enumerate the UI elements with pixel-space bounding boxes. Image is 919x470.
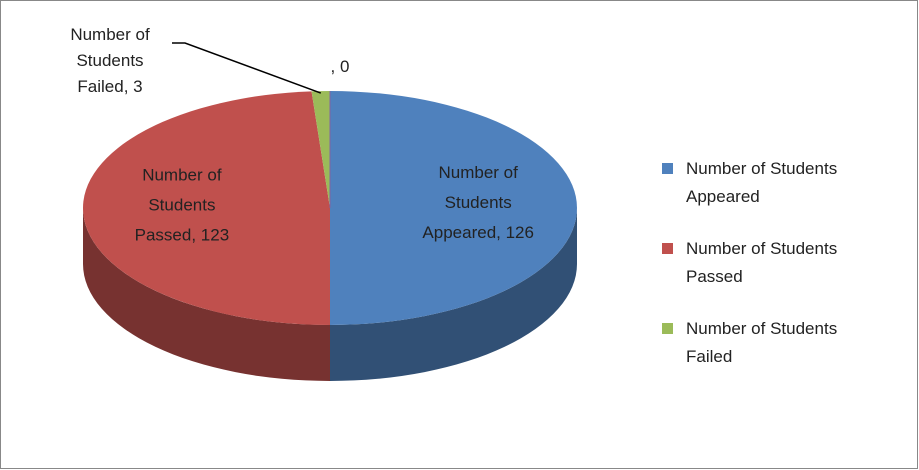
data-label: Number of Students Passed, 123	[135, 166, 230, 245]
slice	[311, 91, 330, 208]
slice	[82, 91, 331, 326]
slice	[330, 91, 577, 325]
legend-swatch	[662, 243, 673, 254]
legend-label: Number of Students Passed	[686, 239, 837, 286]
data-label: Number of Students Failed, 3	[70, 25, 150, 96]
slice-side	[330, 208, 577, 381]
slice-side	[83, 208, 330, 381]
legend: Number of Students Appeared Number of Stud…	[662, 159, 837, 366]
leader-line	[172, 42, 322, 94]
legend-label: Number of Students Appeared	[686, 159, 837, 206]
data-label: , 0	[331, 57, 350, 76]
pie	[82, 91, 577, 381]
legend-label: Number of Students Failed	[686, 319, 837, 366]
data-labels: Number of Students Appeared, 126 Number of S…	[70, 25, 534, 245]
legend-swatch	[662, 323, 673, 334]
legend-swatch	[662, 163, 673, 174]
data-label: Number of Students Appeared, 126	[422, 163, 534, 242]
